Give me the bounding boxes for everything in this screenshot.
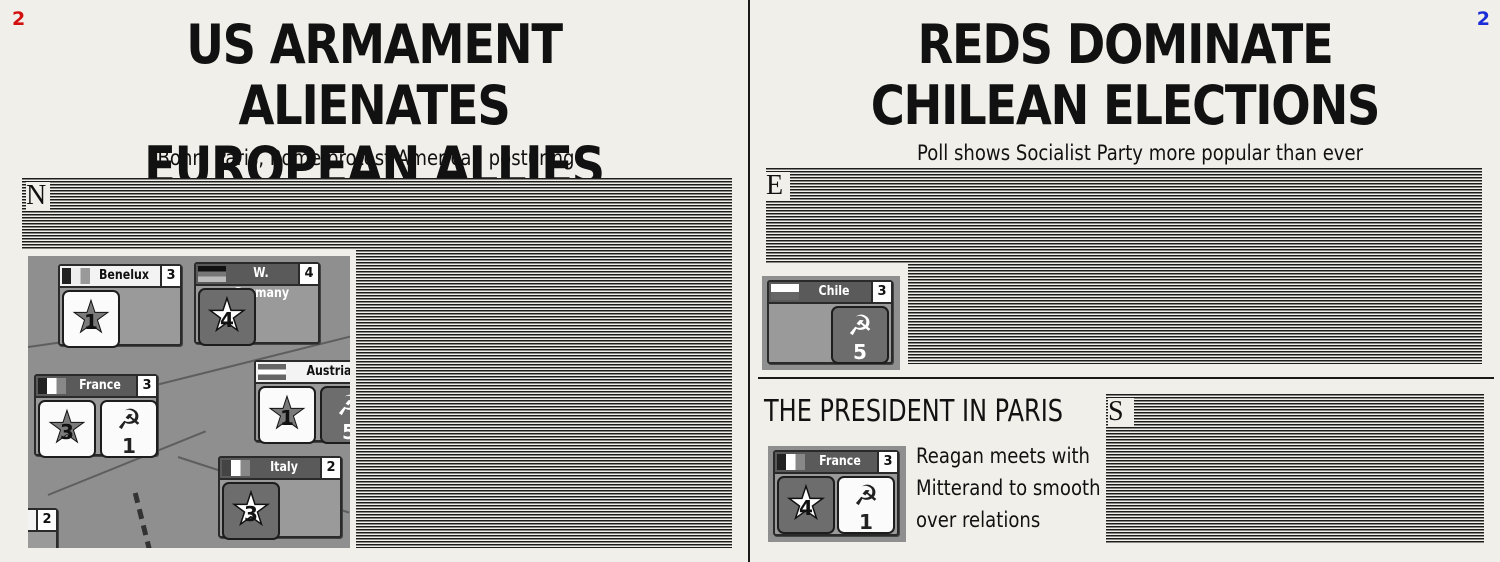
flag-icon (38, 378, 66, 394)
us-influence-marker[interactable]: ★ 1 (258, 386, 316, 444)
star-icon: ★ (267, 388, 307, 439)
country-italy[interactable]: Italy 2 ★ 3 (218, 456, 342, 540)
chile-map: Chile 3 ☭ 5 (762, 276, 900, 370)
us-influence-marker[interactable]: ★ 4 (198, 288, 256, 346)
section-title: THE PRESIDENT IN PARIS (764, 394, 1064, 429)
flag-icon (771, 284, 799, 300)
country-name: Benelux (98, 268, 150, 283)
us-influence-marker[interactable]: ★ 1 (62, 290, 120, 348)
country-austria[interactable]: Austria ★ 1 ☭ 5 (254, 360, 350, 444)
right-page: 2 REDS DOMINATE CHILEAN ELECTIONS Poll s… (750, 0, 1500, 562)
country-benelux[interactable]: Benelux 3 ★ 1 (58, 264, 182, 348)
story-text: Reagan meets with Mitterand to smooth ov… (916, 444, 1101, 532)
country-w-germany[interactable]: W. Germany 4 ★ 4 (194, 262, 320, 346)
europe-map: Benelux 3 ★ 1 W. Germany 4 ★ 4 (28, 256, 350, 548)
star-icon: ★ (231, 484, 272, 535)
article-text-lines-2 (908, 264, 1482, 364)
flag-icon (777, 454, 805, 470)
country-header: France 3 (36, 376, 156, 398)
country-header: W. Germany 4 (196, 264, 318, 301)
stability-number: 4 (298, 264, 318, 284)
headline-line-1: REDS DOMINATE (917, 13, 1333, 76)
flag-icon (62, 268, 90, 284)
subheadline: Bonn, Paris, Rome protest American postu… (157, 146, 575, 170)
headline: REDS DOMINATE CHILEAN ELECTIONS (803, 14, 1448, 136)
hammer-sickle-icon: ☭ (116, 403, 142, 436)
article-text-lines-3 (1106, 394, 1484, 544)
country-header: Benelux 3 (60, 266, 180, 288)
stability-number: 3 (871, 282, 891, 302)
drop-cap: S (1108, 398, 1134, 426)
flag-icon (198, 266, 226, 282)
country-header: 2 (28, 510, 56, 532)
page-number: 2 (12, 8, 26, 30)
country-france[interactable]: France 3 ★ 3 ☭ 1 (34, 374, 158, 458)
stability-number: 3 (877, 452, 897, 472)
stability-number: 3 (160, 266, 180, 286)
map-border (132, 492, 154, 548)
star-icon: ★ (786, 478, 827, 529)
star-icon: ★ (207, 290, 248, 341)
country-partial[interactable]: 2 (28, 508, 58, 548)
hammer-sickle-icon: ☭ (847, 309, 873, 342)
headline-line-1: US ARMAMENT ALIENATES (186, 13, 563, 137)
ussr-influence-marker[interactable]: ☭ 5 (320, 386, 350, 444)
drop-cap: E (766, 172, 790, 200)
hammer-sickle-icon: ☭ (336, 389, 350, 422)
us-influence-marker[interactable]: ★ 4 (777, 476, 835, 534)
ussr-influence-marker[interactable]: ☭ 1 (837, 476, 895, 534)
center-divider (748, 0, 750, 562)
country-name: France (819, 454, 861, 469)
stability-number: 2 (320, 458, 340, 478)
article-text-lines-2 (356, 250, 732, 548)
page-number: 2 (1476, 8, 1490, 30)
france-map: France 3 ★ 4 ☭ 1 (768, 446, 906, 542)
star-icon: ★ (47, 402, 87, 453)
flag-icon (222, 460, 250, 476)
article-text-lines (22, 178, 732, 250)
country-name: Italy (270, 460, 298, 475)
ussr-influence-marker[interactable]: ☭ 5 (831, 306, 889, 364)
country-header: France 3 (775, 452, 897, 474)
country-header: Austria (256, 362, 350, 384)
country-header: Italy 2 (220, 458, 340, 480)
hammer-sickle-icon: ☭ (853, 479, 879, 512)
headline: US ARMAMENT ALIENATES EUROPEAN ALLIES (52, 14, 695, 197)
us-influence-marker[interactable]: ★ 3 (222, 482, 280, 540)
flag-icon (258, 364, 286, 380)
drop-cap: N (26, 182, 50, 210)
subheadline: Poll shows Socialist Party more popular … (916, 141, 1364, 165)
ussr-influence-marker[interactable]: ☭ 1 (100, 400, 158, 458)
headline-line-2: CHILEAN ELECTIONS (870, 74, 1381, 137)
country-name: France (79, 378, 121, 393)
country-france[interactable]: France 3 ★ 4 ☭ 1 (773, 450, 899, 536)
section-rule (758, 377, 1494, 379)
country-header: Chile 3 (769, 282, 891, 304)
left-page: 2 US ARMAMENT ALIENATES EUROPEAN ALLIES … (0, 0, 748, 562)
article-text-lines (766, 168, 1482, 264)
country-name: Austria (306, 364, 350, 379)
us-influence-marker[interactable]: ★ 3 (38, 400, 96, 458)
stability-number: 3 (136, 376, 156, 396)
star-icon: ★ (71, 292, 111, 343)
stability-number: 2 (36, 510, 56, 530)
country-name: Chile (818, 284, 850, 299)
country-chile[interactable]: Chile 3 ☭ 5 (767, 280, 893, 364)
